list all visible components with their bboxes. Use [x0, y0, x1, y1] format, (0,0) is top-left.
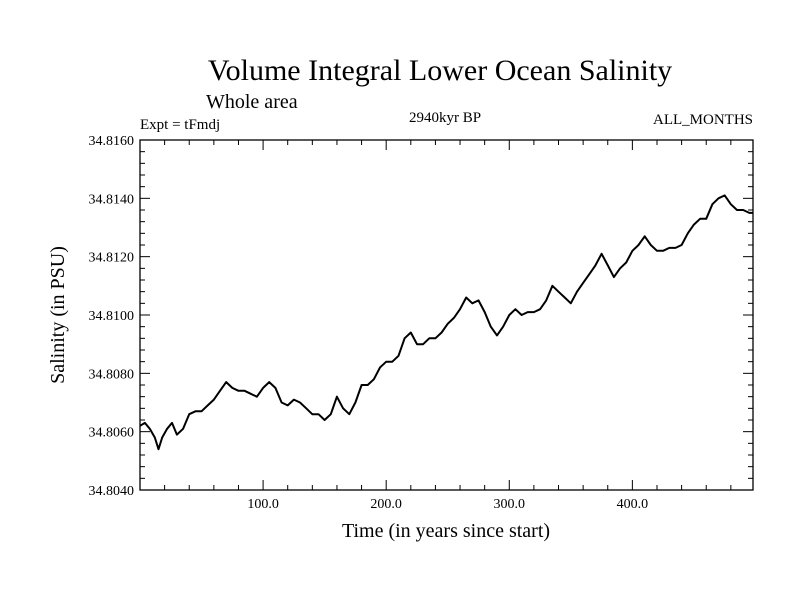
chart-subtitle: Whole area — [206, 91, 298, 113]
salinity-series-line — [139, 194, 753, 451]
y-tick-label: 34.8120 — [89, 251, 135, 266]
plot-frame — [139, 139, 754, 491]
y-tick-label: 34.8140 — [89, 192, 135, 207]
y-axis-ticks — [140, 139, 753, 491]
x-axis-label: Time (in years since start) — [342, 520, 550, 542]
y-tick-label: 34.8040 — [89, 484, 135, 499]
period-label: 2940kyr BP — [409, 110, 481, 126]
y-tick-label: 34.8080 — [89, 367, 135, 382]
months-label: ALL_MONTHS — [653, 112, 753, 128]
y-axis-tick-labels: 34.8040 34.8060 34.8080 34.8100 34.8120 34.81… — [89, 134, 135, 499]
y-axis-label: Salinity (in PSU) — [47, 246, 69, 384]
y-tick-label: 34.8160 — [89, 134, 135, 149]
y-tick-label: 34.8060 — [89, 426, 135, 441]
y-tick-label: 34.8100 — [89, 309, 135, 324]
x-axis-ticks — [164, 140, 732, 490]
x-tick-label: 100.0 — [247, 497, 279, 512]
x-axis-tick-labels: 100.0 200.0 300.0 400.0 — [247, 497, 648, 512]
x-tick-label: 400.0 — [617, 497, 649, 512]
experiment-label: Expt = tFmdj — [140, 117, 220, 133]
x-tick-label: 200.0 — [370, 497, 402, 512]
chart-title: Volume Integral Lower Ocean Salinity — [208, 54, 672, 87]
x-tick-label: 300.0 — [494, 497, 526, 512]
